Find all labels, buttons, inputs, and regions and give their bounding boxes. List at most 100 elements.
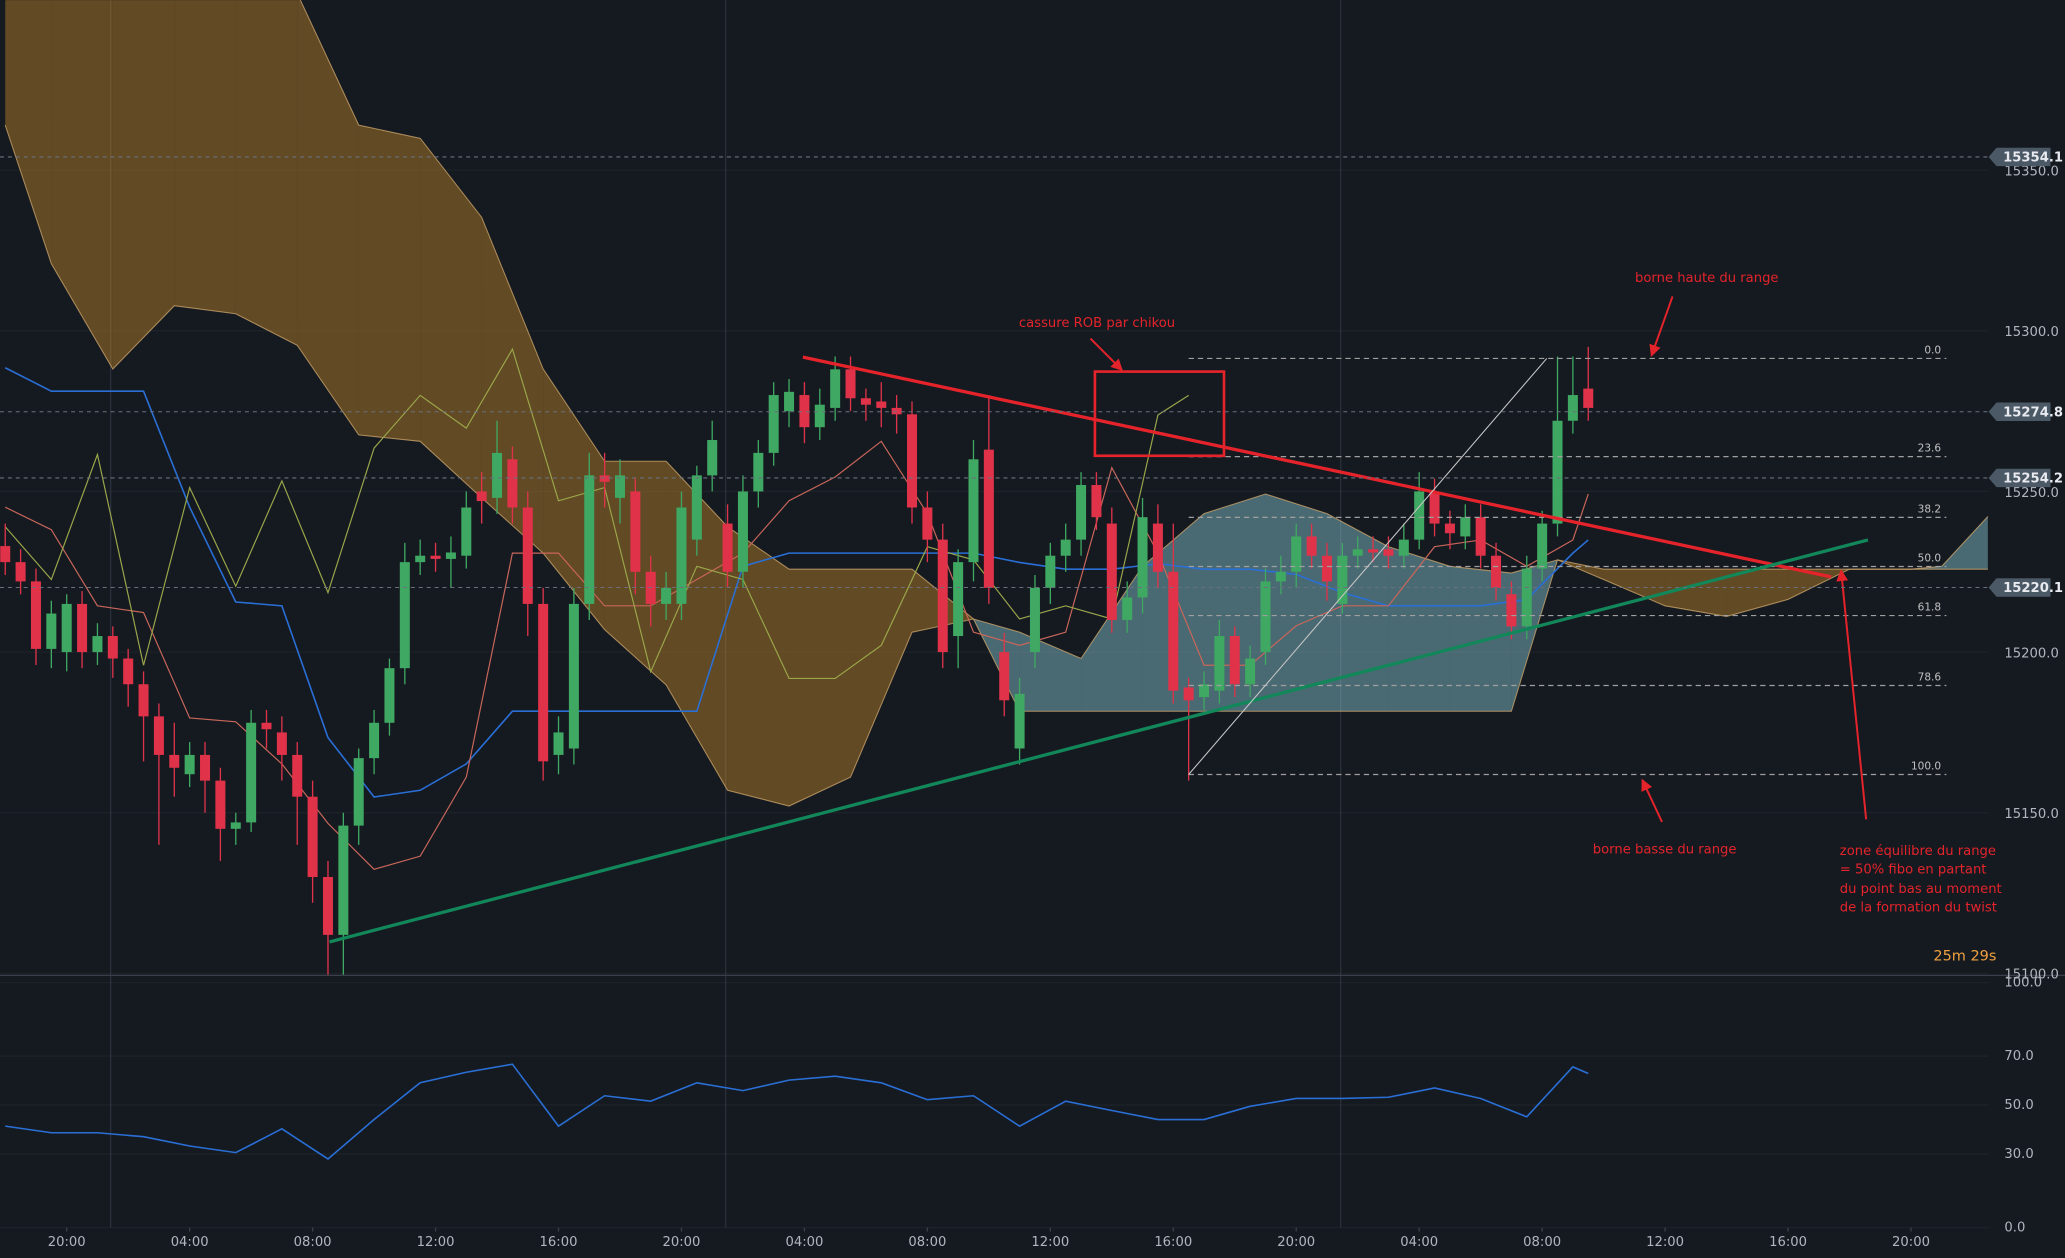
price-tag-label: 15220.1 <box>2003 581 2063 596</box>
overlay: 0.0 23.6 38.2 50.0 61.8 78.6 100.0 <box>329 345 1947 944</box>
candle-body <box>415 555 426 563</box>
candle-body <box>1352 549 1363 556</box>
candle-body <box>876 401 887 408</box>
highlight-box <box>1093 370 1226 458</box>
candle-body <box>1091 485 1102 518</box>
candle-body <box>568 603 579 749</box>
candle-body <box>153 716 164 755</box>
annotation: borne haute du range <box>1635 271 1779 286</box>
candle-body <box>630 491 641 572</box>
rsi-tick-label: 0.0 <box>2004 1221 2025 1236</box>
candle-body <box>461 507 472 556</box>
candle-body <box>1122 597 1133 620</box>
candle-body <box>1506 594 1517 627</box>
cloud-segment <box>1388 546 1450 712</box>
candle-body <box>907 414 918 508</box>
candle-body <box>430 555 441 559</box>
candle-body <box>768 395 779 453</box>
candle-body <box>1260 581 1271 653</box>
price-tag-label: 15254.2 <box>2003 472 2063 487</box>
price-tag <box>1988 468 2051 488</box>
candle-body <box>553 732 564 755</box>
candle-body <box>507 459 518 508</box>
candle-body <box>338 825 349 935</box>
candle-body <box>322 877 333 935</box>
candle-body <box>1168 571 1179 691</box>
price-pane <box>0 0 1989 975</box>
cloud-segment <box>235 0 298 346</box>
candle-body <box>77 603 88 653</box>
x-tick-label: 04:00 <box>1400 1235 1438 1250</box>
candle-body <box>384 668 395 723</box>
candle-body <box>1398 539 1409 556</box>
candle-body <box>1521 568 1532 627</box>
price-tag <box>1988 578 2051 597</box>
rsi-tick-label: 100.0 <box>2004 976 2042 991</box>
candle-body <box>722 523 733 572</box>
candle-body <box>30 581 41 649</box>
candle-body <box>1137 517 1148 598</box>
candle-body <box>15 562 26 582</box>
rsi-tick-label: 70.0 <box>2004 1049 2033 1064</box>
candle-body <box>123 658 134 685</box>
trendline <box>802 355 1832 579</box>
candle-body <box>937 539 948 653</box>
x-tick-label: 12:00 <box>1646 1235 1684 1250</box>
candle-body <box>276 732 287 755</box>
x-tick-label: 20:00 <box>663 1235 701 1250</box>
candle-body <box>1045 555 1056 588</box>
price-tag <box>1988 402 2051 421</box>
candle-body <box>1245 658 1256 685</box>
candle-body <box>661 587 672 604</box>
candle-body <box>230 822 241 829</box>
candle-body <box>599 475 610 482</box>
y-tick-label: 15350.0 <box>2004 164 2058 179</box>
y-tick-label: 15300.0 <box>2004 325 2058 340</box>
cloud-segment <box>358 125 421 442</box>
x-tick-label: 20:00 <box>48 1235 86 1250</box>
x-tick-label: 04:00 <box>785 1235 823 1250</box>
candle-body <box>492 452 503 498</box>
candle-body <box>999 652 1010 701</box>
fib-label: 23.6 <box>1918 443 1942 455</box>
candle-body <box>983 449 994 588</box>
cloud-edge <box>4 124 1989 807</box>
candle-body <box>1106 523 1117 620</box>
cloud-segment <box>789 569 851 807</box>
candle-body <box>0 546 11 563</box>
x-tick-label: 16:00 <box>1154 1235 1192 1250</box>
candle-body <box>1029 587 1040 653</box>
candle-body <box>353 758 364 826</box>
candle-body <box>215 780 226 829</box>
x-tick-label: 08:00 <box>908 1235 946 1250</box>
candle-body <box>676 507 687 604</box>
candle-body <box>1014 693 1025 749</box>
candle-body <box>169 754 180 768</box>
candle-body <box>1306 536 1317 556</box>
fib-label: 38.2 <box>1918 503 1941 515</box>
indicator-line <box>4 440 1589 870</box>
candle-body <box>476 491 487 502</box>
cloud-segment <box>850 569 913 778</box>
price-tag-label: 15354.1 <box>2003 151 2063 166</box>
candle-body <box>968 459 979 563</box>
x-tick-label: 12:00 <box>1031 1235 1069 1250</box>
rsi-tick-label: 50.0 <box>2004 1098 2033 1113</box>
candle-body <box>1414 491 1425 540</box>
candle-body <box>307 796 318 878</box>
cloud-segment <box>297 0 359 435</box>
candle-body <box>584 475 595 604</box>
candle-body <box>107 636 118 659</box>
trendline <box>1188 358 1548 775</box>
x-tick-label: 08:00 <box>1523 1235 1561 1250</box>
fib-label: 78.6 <box>1918 672 1942 684</box>
candle-body <box>1199 684 1210 698</box>
arrow <box>1089 337 1123 372</box>
rsi-line <box>5 1063 1589 1160</box>
candle-body <box>784 391 795 412</box>
candle-body <box>1475 517 1486 556</box>
candle-body <box>1552 420 1563 524</box>
candle-body <box>845 369 856 399</box>
candle-body <box>1183 687 1194 701</box>
